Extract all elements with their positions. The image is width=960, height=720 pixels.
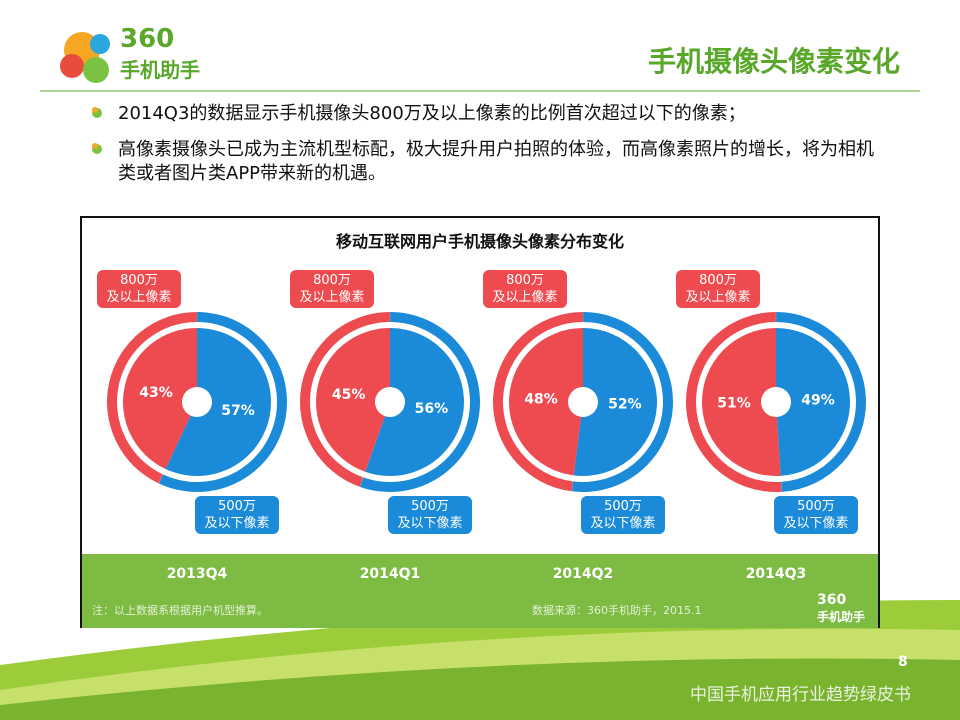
pie-chart: 49% 51% — [686, 312, 866, 492]
category-label: 500万 及以下像素 — [195, 496, 279, 534]
category-label: 500万 及以下像素 — [388, 496, 472, 534]
value-label: 57% — [221, 403, 255, 419]
category-label: 500万 及以下像素 — [581, 496, 665, 534]
footer-text: 中国手机应用行业趋势绿皮书 — [690, 685, 911, 705]
source: 数据来源：360手机助手，2015.1 — [532, 604, 702, 617]
pie-chart: 52% 48% — [492, 312, 673, 492]
panel-logo-text: 手机助手 — [817, 610, 866, 624]
bullet: 2014Q3的数据显示手机摄像头800万及以上像素的比例首次超过以下的像素； — [118, 103, 746, 124]
category-label: 800万 及以上像素 — [483, 270, 567, 308]
pie-slice — [776, 328, 850, 476]
pie-slice — [573, 328, 657, 476]
pie-slice — [165, 328, 271, 476]
value-label: 56% — [415, 401, 449, 417]
category-label: 800万 及以上像素 — [290, 270, 374, 308]
value-label: 51% — [717, 395, 751, 411]
pie-slice — [122, 328, 197, 469]
quarter-label: 2014Q1 — [359, 566, 421, 582]
value-label: 52% — [608, 397, 642, 413]
bullet: 高像素摄像头已成为主流机型标配，极大提升用户拍照的体验，而高像素照片的增长，将为… — [118, 139, 874, 184]
outer-ring — [299, 312, 390, 487]
page-number: 8 — [898, 654, 908, 670]
quarter-label: 2014Q3 — [745, 566, 807, 582]
category-label: 800万 及以上像素 — [676, 270, 760, 308]
value-label: 48% — [524, 391, 558, 407]
category-label: 800万 及以上像素 — [97, 270, 181, 308]
outer-ring — [492, 312, 583, 492]
quarter-label: 2013Q4 — [166, 566, 228, 582]
note: 注：以上数据系根据用户机型推算。 — [92, 604, 268, 617]
value-label: 49% — [801, 393, 835, 409]
category-label: 500万 及以下像素 — [774, 496, 858, 534]
outer-ring — [107, 312, 197, 484]
pie-chart: 57% 43% — [107, 312, 287, 492]
logo-text: 手机助手 — [120, 58, 200, 82]
slide-title: 手机摄像头像素变化 — [647, 45, 900, 78]
pie-slice — [316, 328, 390, 472]
pie-slice — [365, 328, 464, 476]
chart-panel: 移动互联网用户手机摄像头像素分布变化 注：以上数据系根据用户机型推算。 数据来源… — [80, 216, 880, 628]
outer-ring — [776, 312, 866, 492]
pie-slice — [701, 328, 781, 476]
label-band: 注：以上数据系根据用户机型推算。 数据来源：360手机助手，2015.1 360… — [82, 554, 878, 628]
pie-slice — [509, 328, 583, 476]
pie-chart: 56% 45% — [299, 312, 481, 492]
quarter-label: 2014Q2 — [552, 566, 614, 582]
value-label: 45% — [332, 387, 366, 403]
panel-logo-number: 360 — [817, 592, 847, 608]
value-label: 43% — [139, 385, 173, 401]
logo-number: 360 — [120, 24, 175, 54]
panel-title: 移动互联网用户手机摄像头像素分布变化 — [335, 232, 624, 251]
